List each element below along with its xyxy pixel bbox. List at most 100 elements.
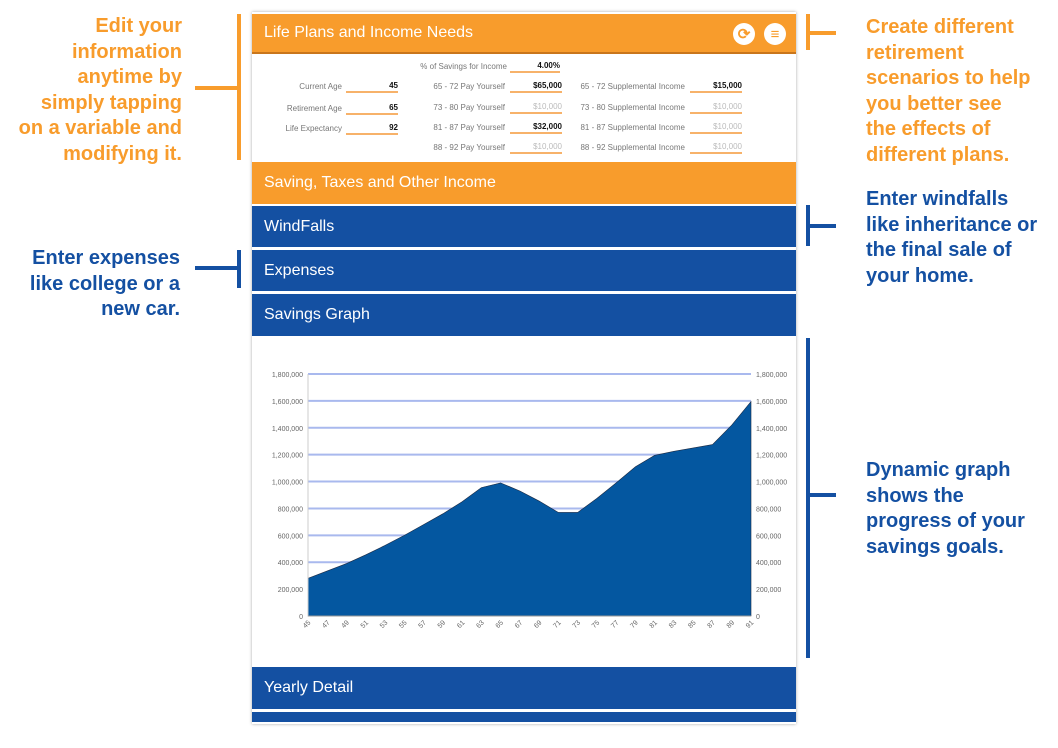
y-tick-label-left: 800,000 (278, 506, 303, 513)
x-tick-label: 47 (321, 619, 332, 630)
header-life-plans[interactable]: Life Plans and Income Needs ⟳ ≡ (252, 14, 796, 54)
bracket (237, 250, 241, 288)
annotation-line: Enter expenses (32, 247, 180, 269)
x-tick-label: 79 (629, 619, 640, 630)
x-tick-label: 63 (475, 619, 486, 630)
savings-chart: 0 0 200,000 200,000 400,000 400,000 600,000 600… (272, 372, 787, 630)
section-label: Saving, Taxes and Other Income (264, 174, 496, 191)
section-label: Savings Graph (264, 306, 370, 323)
annotation-line: like inheritance or (866, 213, 1038, 236)
annotation-line: simply tapping (40, 91, 182, 114)
y-tick-label-left: 0 (299, 614, 303, 621)
annotation-graph: Dynamic graph shows the progress of your sa… (866, 458, 1056, 560)
field-input[interactable]: $65,000 (510, 81, 562, 93)
section-savings-graph[interactable]: Savings Graph (252, 294, 796, 336)
y-tick-label-right: 1,000,000 (756, 480, 787, 487)
connector (806, 224, 836, 228)
y-tick-label-right: 1,200,000 (756, 453, 787, 460)
field-input[interactable]: $10,000 (690, 102, 742, 114)
y-tick-label-right: 1,600,000 (756, 399, 787, 406)
field-input[interactable]: $10,000 (690, 122, 742, 134)
section-windfalls[interactable]: WindFalls (252, 206, 796, 247)
field-input[interactable]: 45 (346, 81, 398, 93)
section-expenses[interactable]: Expenses (252, 250, 796, 291)
annotation-line: like college or a (29, 272, 180, 295)
connector (195, 266, 239, 270)
x-tick-label: 69 (533, 619, 544, 630)
bracket (237, 14, 241, 160)
y-tick-label-left: 400,000 (278, 560, 303, 567)
x-tick-label: 77 (610, 619, 621, 630)
field-input[interactable]: $32,000 (510, 122, 562, 134)
field-label: % of Savings for Income (420, 62, 507, 71)
annotation-line: scenarios to help (866, 67, 1031, 89)
field-input[interactable]: $10,000 (690, 142, 742, 154)
annotation-line: the final sale of (866, 239, 1012, 261)
y-tick-label-right: 0 (756, 614, 760, 621)
connector (195, 86, 239, 90)
x-tick-label: 51 (360, 619, 371, 630)
annotation-line: progress of your (866, 510, 1025, 532)
annotation-line: different plans. (866, 143, 1010, 166)
x-tick-label: 83 (668, 619, 679, 630)
field-label: Current Age (299, 82, 342, 91)
y-tick-label-left: 1,600,000 (272, 399, 303, 406)
header-title: Life Plans and Income Needs (264, 24, 474, 41)
field-label: 65 - 72 Supplemental Income (580, 82, 685, 91)
section-label: Yearly Detail (264, 679, 354, 696)
field-label: 81 - 87 Supplemental Income (580, 123, 685, 132)
x-tick-label: 67 (514, 619, 525, 630)
income-form: % of Savings for Income 4.00% Current Age 4… (252, 55, 796, 161)
field-input[interactable]: $10,000 (510, 102, 562, 114)
x-tick-label: 85 (687, 619, 698, 630)
y-tick-label-left: 200,000 (278, 587, 303, 594)
annotation-line: on a variable and (18, 117, 182, 139)
section-next[interactable] (252, 712, 796, 722)
y-tick-label-left: 1,800,000 (272, 372, 303, 379)
annotation-line: your home. (866, 264, 974, 287)
x-tick-label: 57 (418, 619, 429, 630)
annotation-line: savings goals. (866, 535, 1004, 558)
annotation-line: the effects of (866, 118, 991, 140)
section-saving-taxes[interactable]: Saving, Taxes and Other Income (252, 162, 796, 204)
x-tick-label: 55 (398, 619, 409, 630)
x-tick-label: 59 (437, 619, 448, 630)
x-tick-label: 91 (745, 619, 756, 630)
field-input[interactable]: $10,000 (510, 142, 562, 154)
y-tick-label-left: 1,000,000 (272, 480, 303, 487)
x-tick-label: 71 (552, 619, 563, 630)
y-tick-label-left: 1,400,000 (272, 426, 303, 433)
annotation-windfalls: Enter windfalls like inheritance or the fi… (866, 187, 1056, 289)
annotation-line: Enter windfalls (866, 188, 1009, 210)
x-tick-label: 45 (302, 619, 313, 630)
annotation-line: new car. (101, 298, 180, 320)
field-input[interactable]: 4.00% (510, 61, 560, 73)
field-input[interactable]: $15,000 (690, 81, 742, 93)
annotation-edit: Edit your information anytime by simply tap… (0, 14, 182, 167)
savings-area (307, 400, 752, 617)
x-tick-label: 75 (591, 619, 602, 630)
field-label: 88 - 92 Pay Yourself (433, 143, 505, 152)
x-tick-label: 49 (340, 619, 351, 630)
section-yearly-detail[interactable]: Yearly Detail (252, 667, 796, 709)
x-tick-label: 65 (495, 619, 506, 630)
field-input[interactable]: 65 (346, 103, 398, 115)
annotation-line: anytime by (77, 66, 182, 88)
annotation-line: retirement (866, 41, 964, 64)
menu-icon[interactable]: ≡ (764, 23, 786, 45)
x-tick-label: 81 (649, 619, 660, 630)
field-input[interactable]: 92 (346, 123, 398, 135)
connector (806, 31, 836, 35)
x-tick-label: 61 (456, 619, 467, 630)
y-tick-label-right: 600,000 (756, 533, 781, 540)
annotation-scenarios: Create different retirement scenarios to h… (866, 15, 1056, 168)
refresh-icon[interactable]: ⟳ (733, 23, 755, 45)
y-tick-label-left: 600,000 (278, 533, 303, 540)
field-label: 65 - 72 Pay Yourself (433, 82, 505, 91)
annotation-expenses: Enter expenses like college or a new car. (0, 246, 180, 323)
field-label: Life Expectancy (285, 124, 342, 133)
field-label: 73 - 80 Pay Yourself (433, 103, 505, 112)
y-tick-label-right: 400,000 (756, 560, 781, 567)
annotation-line: you better see (866, 92, 1002, 115)
annotation-line: Create different (866, 16, 1014, 38)
